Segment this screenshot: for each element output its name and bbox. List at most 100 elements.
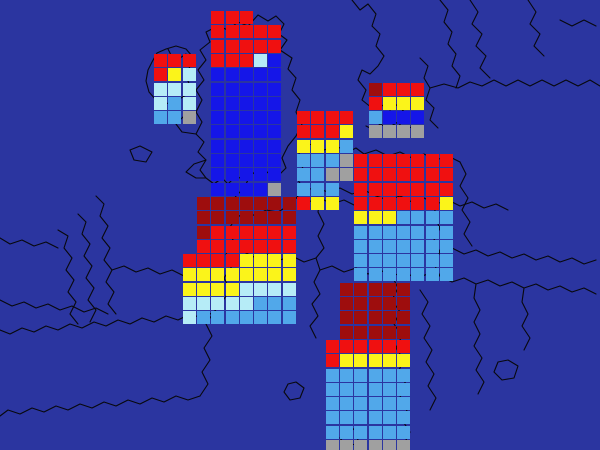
grid-cell-red — [368, 96, 382, 110]
grid-cell-grey — [382, 125, 396, 139]
grid-cell-red — [339, 111, 353, 125]
grid-cell-blue — [254, 139, 268, 153]
grid-cell-red — [239, 225, 253, 239]
grid-cell-red — [254, 39, 268, 53]
grid-cell-darkred — [282, 211, 296, 225]
grid-cell-yellow — [311, 196, 325, 210]
grid-cell-red — [368, 168, 382, 182]
grid-cell-paleblue — [211, 297, 225, 310]
grid-cell-lightblue — [411, 225, 425, 239]
grid-cell-red — [354, 154, 368, 167]
grid-cell-lightblue — [325, 154, 339, 167]
grid-cell-red — [425, 168, 439, 182]
grid-cell-lightblue — [168, 111, 182, 125]
grid-cell-paleblue — [154, 82, 167, 96]
grid-cell-blue — [239, 96, 253, 110]
grid-cell-lightblue — [411, 254, 425, 268]
grid-cell-blue — [268, 154, 282, 167]
grid-cell-lightblue — [154, 111, 167, 125]
grid-cell-yellow — [254, 268, 268, 282]
grid-cell-blue — [225, 182, 239, 196]
grid-cell-darkred — [211, 211, 225, 225]
grid-cell-lightblue — [411, 239, 425, 253]
grid-cell-red — [411, 182, 425, 196]
grid-cell-lightblue — [354, 239, 368, 253]
grid-cell-lightblue — [411, 268, 425, 282]
grid-cell-red — [268, 25, 282, 39]
grid-cell-paleblue — [196, 297, 210, 310]
grid-cell-red — [440, 168, 453, 182]
grid-cell-lightblue — [425, 254, 439, 268]
grid-cell-lightblue — [382, 239, 396, 253]
grid-cell-lightblue — [325, 382, 339, 396]
grid-cell-red — [368, 154, 382, 167]
grid-cell-lightblue — [325, 397, 339, 411]
grid-cell-red — [440, 154, 453, 167]
grid-cell-red — [196, 254, 210, 268]
grid-cell-darkred — [368, 82, 382, 96]
grid-cell-red — [239, 25, 253, 39]
grid-cell-darkred — [397, 282, 411, 296]
grid-cell-red — [282, 225, 296, 239]
grid-cell-lightblue — [239, 311, 253, 325]
grid-cell-paleblue — [182, 68, 196, 82]
grid-cell-red — [425, 196, 439, 210]
grid-cell-yellow — [268, 268, 282, 282]
grid-cell-lightblue — [382, 368, 396, 382]
grid-cell-lightblue — [168, 96, 182, 110]
grid-cell-lightblue — [368, 382, 382, 396]
grid-cell-grey — [339, 440, 353, 450]
grid-cell-red — [211, 239, 225, 253]
grid-cell-paleblue — [225, 297, 239, 310]
grid-cell-lightblue — [382, 254, 396, 268]
grid-cell-grey — [339, 168, 353, 182]
grid-cell-blue — [211, 154, 225, 167]
grid-cell-yellow — [354, 211, 368, 225]
grid-cell-red — [325, 111, 339, 125]
grid-cell-red — [411, 154, 425, 167]
grid-cell-blue — [254, 168, 268, 182]
grid-cell-lightblue — [325, 182, 339, 196]
grid-cell-lightblue — [268, 297, 282, 310]
grid-cell-red — [368, 196, 382, 210]
grid-cell-blue — [254, 125, 268, 139]
grid-cell-darkred — [368, 282, 382, 296]
grid-cell-red — [382, 168, 396, 182]
grid-cell-yellow — [311, 139, 325, 153]
grid-cell-yellow — [182, 282, 196, 296]
grid-cell-lightblue — [325, 411, 339, 425]
grid-cell-paleblue — [168, 82, 182, 96]
grid-cell-grey — [368, 440, 382, 450]
grid-cell-lightblue — [325, 425, 339, 439]
grid-cell-darkred — [239, 211, 253, 225]
grid-cell-blue — [225, 111, 239, 125]
grid-cell-lightblue — [211, 311, 225, 325]
grid-cell-lightblue — [368, 111, 382, 125]
grid-cell-red — [311, 125, 325, 139]
grid-cell-lightblue — [354, 397, 368, 411]
grid-cell-grey — [268, 182, 282, 196]
grid-cell-yellow — [339, 125, 353, 139]
grid-cell-red — [211, 11, 225, 24]
grid-cell-grey — [411, 125, 425, 139]
grid-cell-darkred — [339, 282, 353, 296]
grid-cell-red — [397, 82, 411, 96]
grid-cell-blue — [239, 111, 253, 125]
grid-cell-red — [411, 82, 425, 96]
grid-cell-lightblue — [196, 311, 210, 325]
grid-cell-yellow — [411, 96, 425, 110]
grid-cell-blue — [225, 139, 239, 153]
grid-cell-red — [239, 239, 253, 253]
grid-cell-lightblue — [382, 225, 396, 239]
grid-cell-lightblue — [297, 154, 310, 167]
grid-cell-blue — [239, 182, 253, 196]
grid-cell-grey — [397, 440, 411, 450]
grid-cell-lightblue — [397, 411, 411, 425]
grid-cell-darkred — [196, 196, 210, 210]
grid-cell-red — [325, 339, 339, 353]
grid-cell-lightblue — [382, 382, 396, 396]
grid-cell-blue — [254, 154, 268, 167]
grid-cell-yellow — [211, 282, 225, 296]
grid-cell-yellow — [325, 196, 339, 210]
